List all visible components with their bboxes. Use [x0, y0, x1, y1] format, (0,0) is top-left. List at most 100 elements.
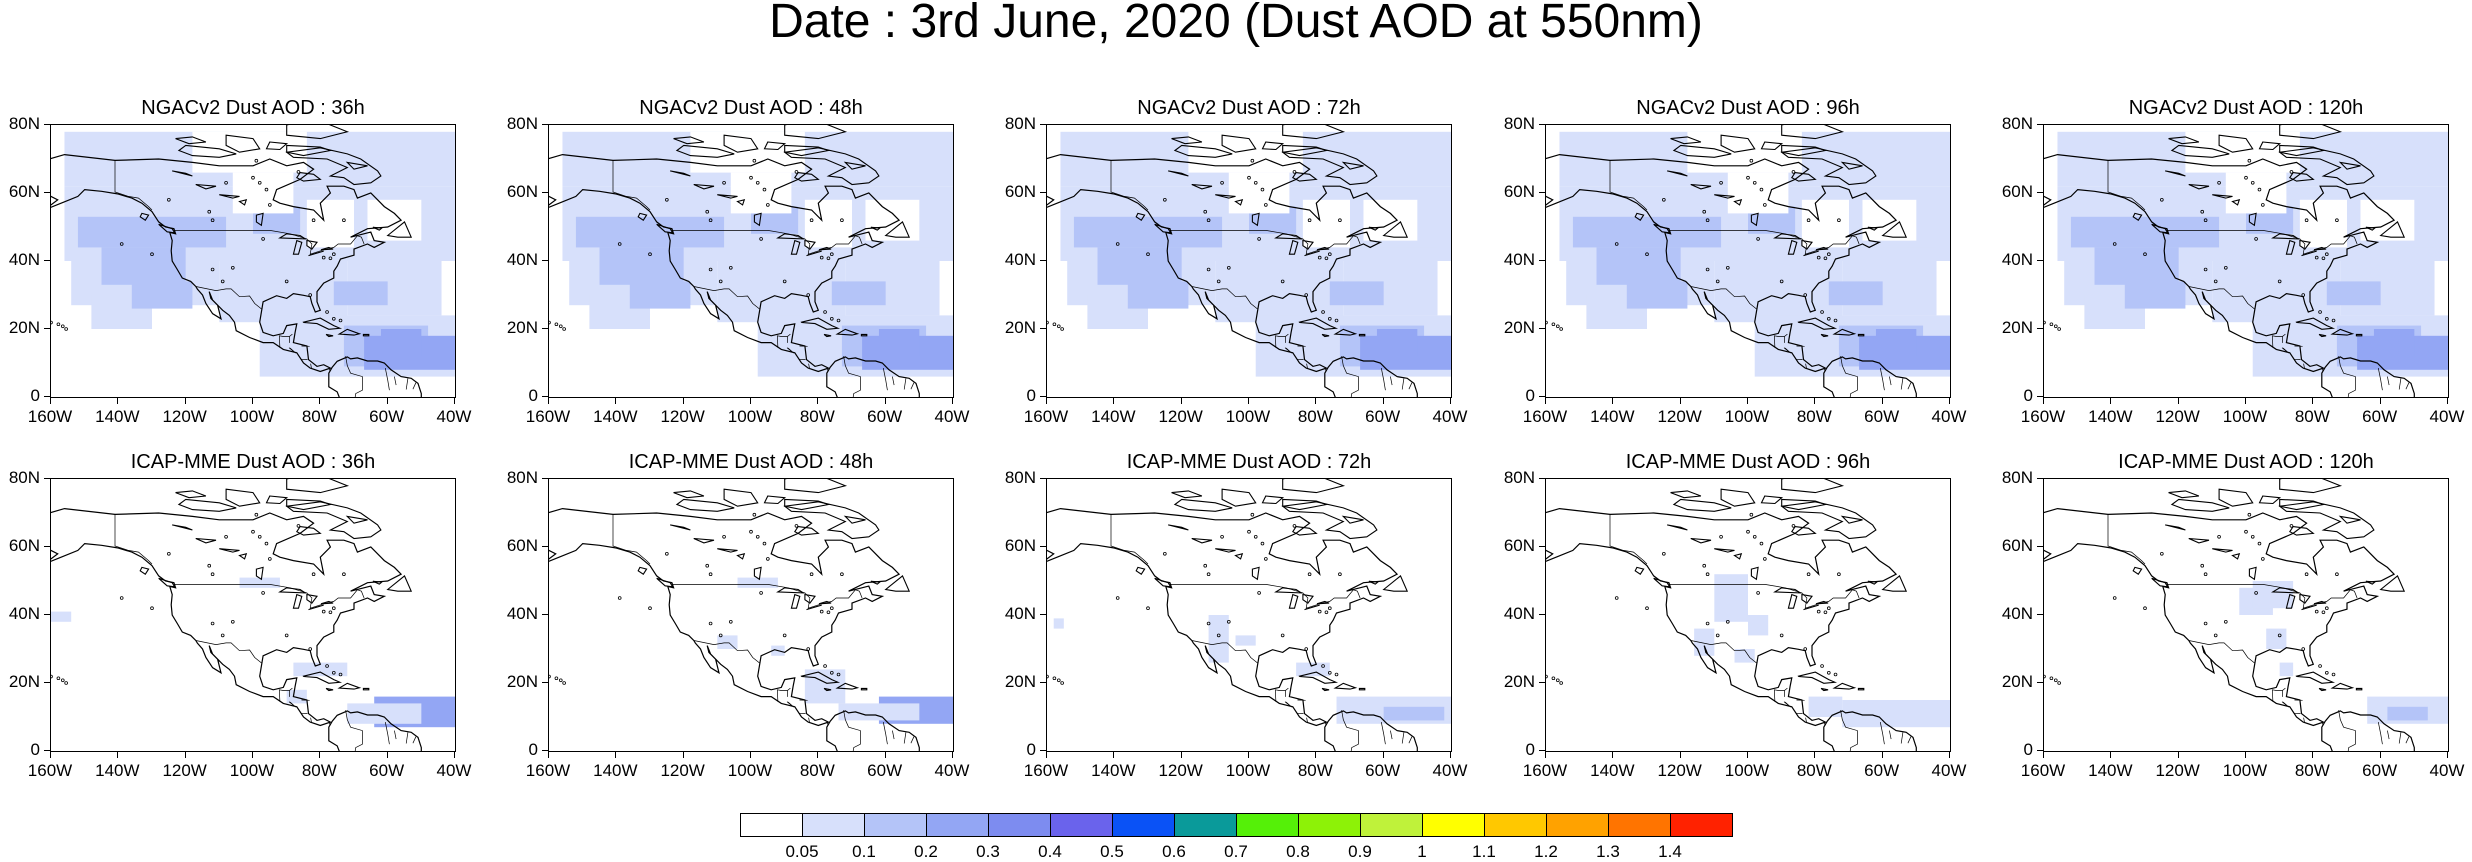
island-outline	[1690, 183, 1712, 190]
longitude-label: 60W	[867, 407, 903, 426]
longitude-label: 120W	[1657, 761, 1702, 780]
island-outline	[2365, 226, 2377, 231]
country-border	[1110, 514, 1149, 565]
small-lake	[718, 633, 723, 638]
small-lake	[1816, 609, 1821, 614]
small-lake	[2244, 529, 2248, 534]
longitude-label: 160W	[1522, 407, 1568, 426]
island-outline	[1173, 144, 1233, 158]
latitude-label: 40N	[1503, 604, 1535, 623]
colorbar-label: 0.4	[1038, 842, 1062, 861]
country-border	[310, 363, 312, 369]
small-lake	[264, 187, 269, 192]
island-outline	[1653, 223, 1671, 234]
longitude-tick	[1382, 752, 1384, 758]
map-plot	[2043, 124, 2449, 398]
map-canvas	[2044, 479, 2448, 751]
island-outline	[302, 317, 343, 330]
colorbar-swatch	[1174, 813, 1237, 837]
dust-aod-field	[306, 199, 354, 248]
island-outline	[1221, 488, 1257, 507]
small-lake	[321, 609, 326, 614]
colorbar-label: 1.2	[1534, 842, 1558, 861]
dust-aod-field	[2252, 581, 2294, 609]
latitude-label: 20N	[2001, 672, 2033, 691]
longitude-label: 40W	[2429, 761, 2465, 780]
island-outline	[1672, 144, 1732, 158]
colorbar-label: 0.1	[852, 842, 876, 861]
country-border	[1306, 363, 1308, 369]
dust-aod-field	[1383, 706, 1445, 721]
colorbar-swatch	[1298, 813, 1361, 837]
panel-title: ICAP-MME Dust AOD : 120h	[2118, 451, 2374, 473]
small-lake	[829, 671, 834, 675]
island-outline	[345, 161, 368, 170]
longitude-label: 40W	[934, 407, 970, 426]
latitude-label: 0	[2023, 386, 2033, 405]
map-panel: NGACv2 Dust AOD : 36h 80N 60N 40N 20N 0 160W 14…	[9, 97, 472, 426]
map-plot	[50, 124, 456, 398]
dust-aod-field	[838, 703, 920, 721]
small-lake	[549, 320, 551, 325]
coastline	[51, 153, 403, 373]
island-outline	[1288, 593, 1299, 609]
small-lake	[2254, 237, 2258, 241]
country-border	[910, 736, 915, 744]
small-lake	[840, 572, 844, 576]
country-border	[693, 640, 760, 664]
small-lake	[806, 647, 811, 651]
small-lake	[1559, 681, 1563, 685]
small-lake	[1257, 591, 1261, 595]
country-border	[1879, 722, 1885, 745]
island-outline	[673, 136, 705, 145]
island-outline	[2258, 495, 2282, 505]
small-lake	[342, 572, 346, 576]
latitude-label: 60N	[1503, 182, 1535, 201]
longitude-tick	[2177, 398, 2179, 404]
latitude-tick	[2037, 682, 2043, 683]
small-lake	[1253, 180, 1258, 185]
latitude-tick	[44, 396, 50, 397]
island-outline	[2299, 593, 2311, 604]
latitude-label: 80N	[506, 468, 538, 487]
country-border	[1784, 701, 1792, 708]
island-outline	[1720, 134, 1756, 153]
dust-aod-field	[51, 611, 72, 622]
small-lake	[809, 218, 814, 222]
small-lake	[119, 242, 124, 246]
latitude-tick	[542, 614, 548, 615]
latitude-label: 40N	[506, 604, 538, 623]
small-lake	[1551, 676, 1556, 681]
island-outline	[1298, 671, 1339, 684]
coastline	[1823, 356, 1917, 397]
longitude-label: 160W	[1522, 761, 1568, 780]
small-lake	[2112, 596, 2117, 600]
small-lake	[1705, 621, 1710, 626]
small-lake	[2057, 681, 2061, 685]
latitude-label: 0	[1525, 740, 1535, 759]
island-outline	[800, 671, 841, 684]
longitude-tick	[817, 398, 819, 404]
small-lake	[1705, 267, 1710, 272]
island-outline	[175, 490, 207, 499]
country-border	[1805, 363, 1807, 369]
longitude-label: 140W	[1590, 761, 1635, 780]
small-lake	[2314, 255, 2319, 260]
small-lake	[1779, 633, 1784, 638]
island-outline	[286, 125, 350, 140]
country-border	[1390, 730, 1393, 740]
small-lake	[1321, 310, 1325, 314]
small-lake	[311, 218, 316, 222]
latitude-tick	[2037, 192, 2043, 193]
small-lake	[1806, 572, 1811, 576]
country-border	[114, 160, 153, 211]
latitude-tick	[2037, 750, 2043, 751]
small-lake	[1719, 534, 1723, 539]
longitude-label: 40W	[1931, 761, 1967, 780]
island-outline	[736, 553, 746, 560]
country-border	[278, 687, 293, 702]
latitude-tick	[542, 396, 548, 397]
colorbar-swatch	[1608, 813, 1671, 837]
island-outline	[278, 587, 308, 594]
small-lake	[207, 563, 212, 568]
